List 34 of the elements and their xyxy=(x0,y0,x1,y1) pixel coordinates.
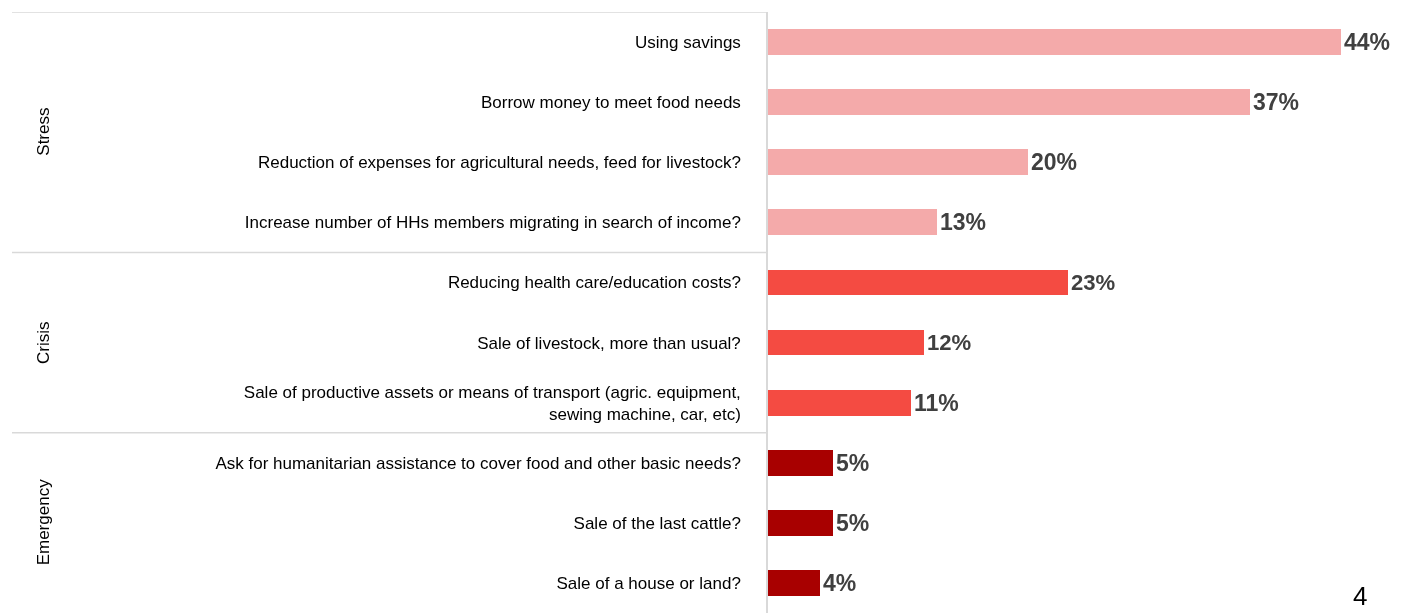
text: Crisis xyxy=(33,321,53,365)
y-tick-label: Ask for humanitarian assistance to cover food and other basic needs? xyxy=(215,453,741,473)
y-tick-label: Sale of the last cattle? xyxy=(573,513,741,533)
y-tick-label: Reducing health care/education costs? xyxy=(447,273,741,293)
bar xyxy=(768,570,820,596)
data-label: 13% xyxy=(940,209,987,235)
bar xyxy=(768,390,911,416)
y-tick-label: Increase number of HHs members migrating in search of income? xyxy=(244,213,741,233)
bar xyxy=(768,330,924,355)
data-label: 12% xyxy=(927,330,972,356)
text: Stress xyxy=(34,107,54,156)
data-label: 4% xyxy=(823,570,857,596)
y-tick-label: Sale of livestock, more than usual? xyxy=(477,333,741,353)
data-label: 23% xyxy=(1071,270,1116,296)
text: 4 xyxy=(1353,581,1368,611)
bar xyxy=(768,89,1250,115)
data-label: 37% xyxy=(1253,89,1300,115)
bar xyxy=(768,209,937,235)
bar xyxy=(768,29,1341,55)
data-label: 44% xyxy=(1344,29,1391,55)
bar xyxy=(768,450,833,476)
text: Emergency xyxy=(33,478,53,566)
y-tick-label: Reduction of expenses for agricultural needs, feed for livestock? xyxy=(257,153,741,173)
y-tick-label: Sale of a house or land? xyxy=(556,573,741,593)
data-label: 5% xyxy=(836,450,870,476)
bar xyxy=(768,510,833,536)
data-label: 11% xyxy=(914,390,959,416)
data-label: 5% xyxy=(836,510,870,536)
y-tick-label: Sale of productive assets or means of transport (agric. equipment, sewing machine, car, etc) xyxy=(243,382,741,424)
data-label: 20% xyxy=(1031,149,1078,175)
bar xyxy=(768,270,1068,295)
y-tick-label: Using savings xyxy=(635,33,741,52)
y-tick-label: Borrow money to meet food needs xyxy=(480,93,741,113)
bar xyxy=(768,149,1028,175)
